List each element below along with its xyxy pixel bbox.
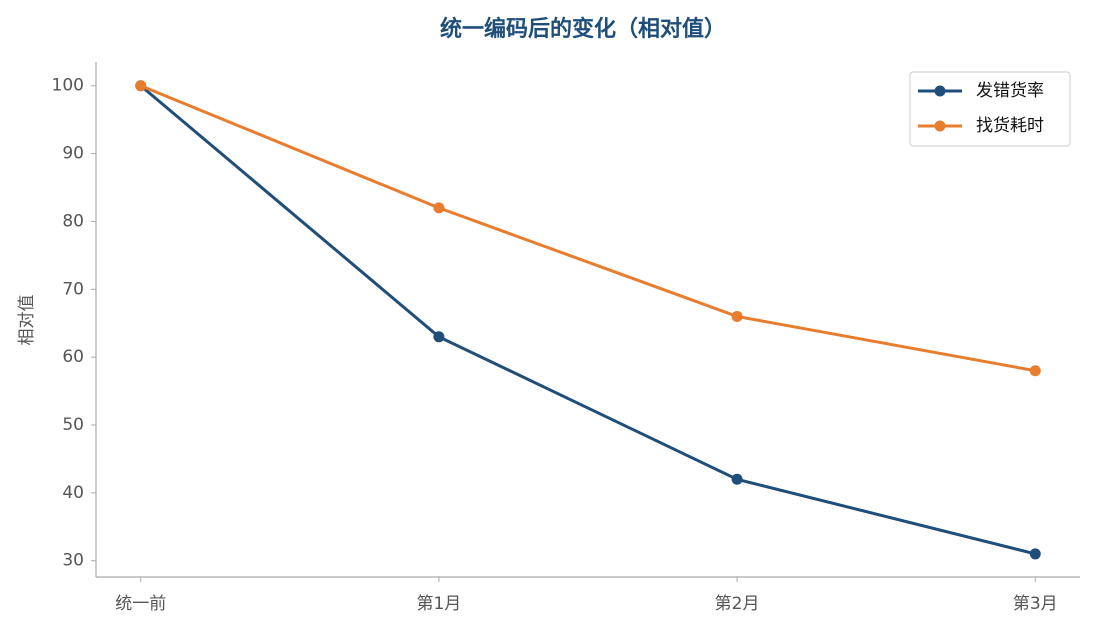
series-line [139, 84, 1036, 556]
y-tick-label: 70 [62, 279, 84, 299]
y-tick-label: 40 [62, 483, 84, 503]
y-tick-label: 100 [52, 76, 84, 96]
y-axis-label: 相对值 [17, 295, 37, 346]
x-tick-label: 第3月 [1013, 594, 1058, 614]
point [731, 473, 743, 485]
point [1029, 365, 1041, 377]
point [433, 331, 445, 343]
x-tick-label: 第1月 [416, 594, 461, 614]
chart-title: 统一编码后的变化（相对值） [440, 16, 726, 42]
point [135, 80, 147, 92]
legend-label: 发错货率 [976, 81, 1044, 101]
legend-label: 找货耗时 [976, 116, 1044, 136]
legend-marker [934, 120, 946, 132]
y-tick-label: 30 [62, 551, 84, 571]
x-tick-label: 统一前 [115, 594, 166, 614]
point [731, 310, 743, 322]
legend-marker [934, 85, 946, 97]
y-tick-label: 50 [62, 415, 84, 435]
x-tick-label: 第2月 [715, 594, 760, 614]
y-tick-label: 90 [62, 144, 84, 164]
series-line [140, 84, 1036, 373]
point [433, 202, 445, 214]
y-tick-label: 60 [62, 347, 84, 367]
point [1029, 548, 1041, 560]
y-tick-label: 80 [62, 211, 84, 231]
